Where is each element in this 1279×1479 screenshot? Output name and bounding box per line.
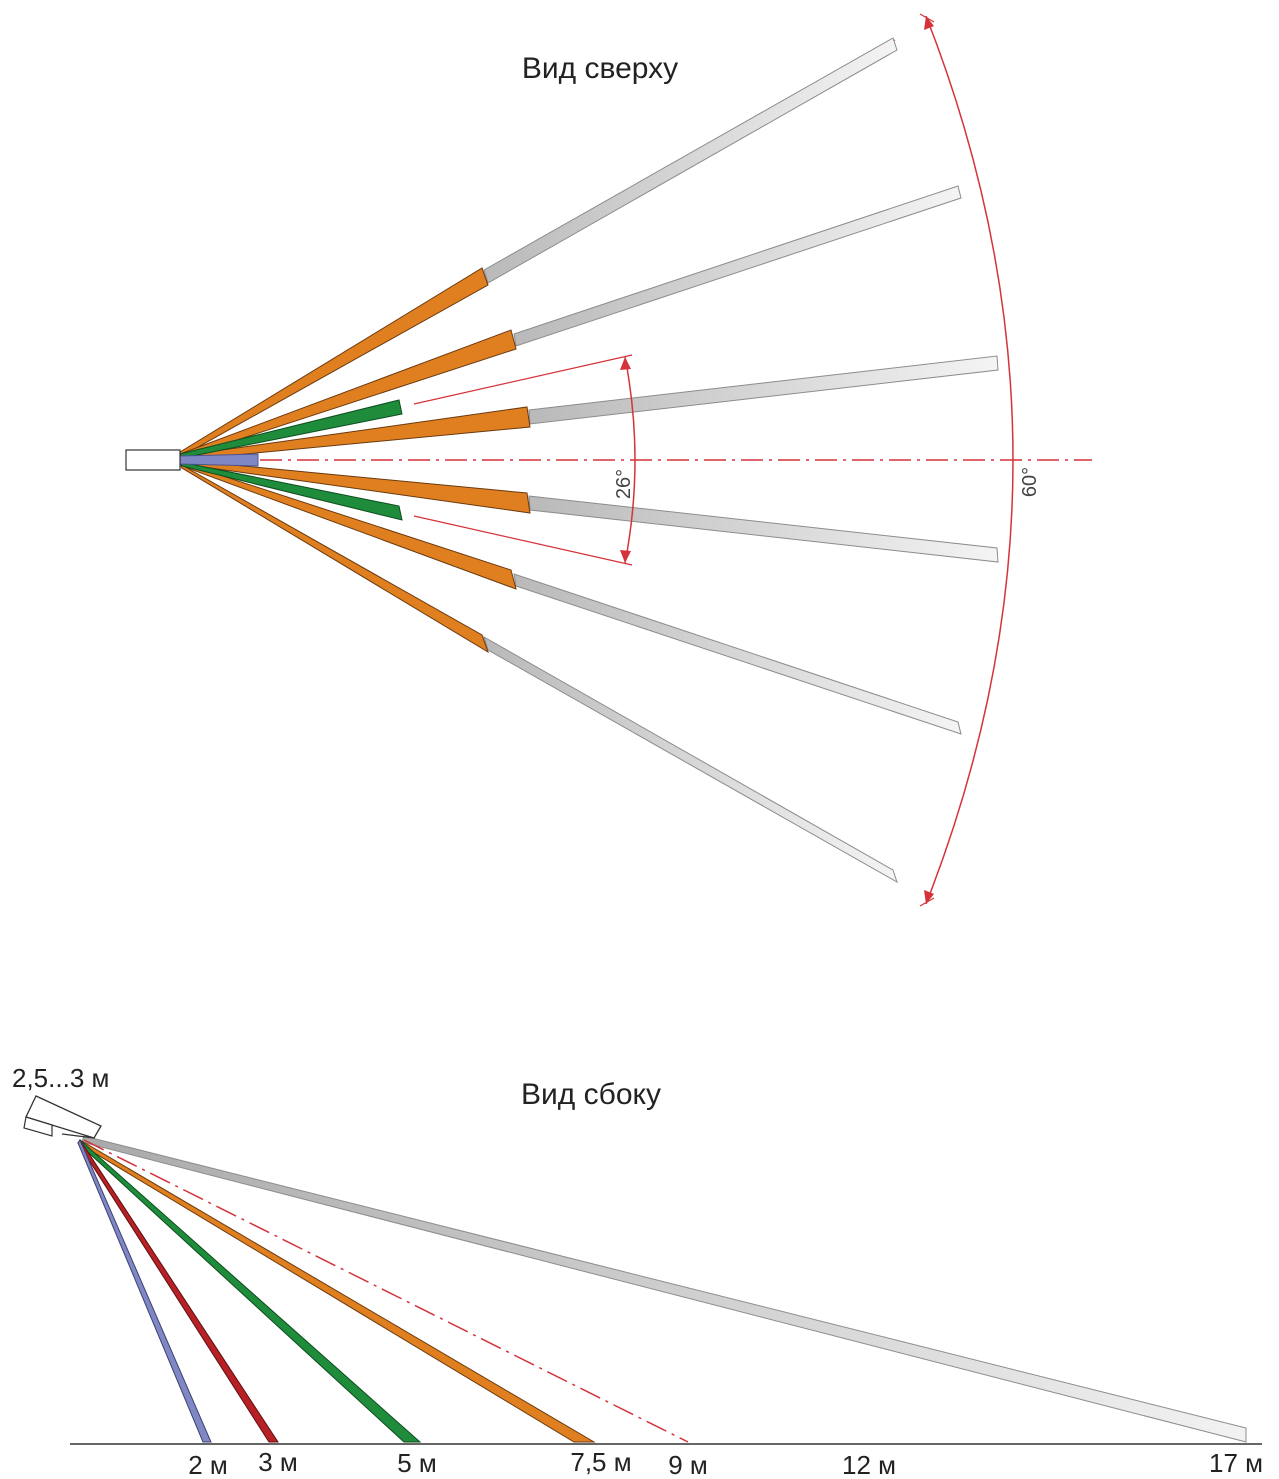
beam-far-5: [513, 573, 962, 735]
top-view-title: Вид сверху: [522, 52, 678, 85]
inner-angle-arc: [624, 356, 636, 564]
beam-orange-6: [178, 462, 489, 654]
outer-arc-arrow-top: [924, 16, 934, 30]
beam-green-lower: [179, 461, 403, 521]
side-beam-7-5m: [77, 1139, 596, 1443]
outer-angle-arc: [925, 15, 1014, 905]
outer-tick-bottom: [919, 897, 935, 907]
distance-label-9m: 9 м: [668, 1450, 708, 1479]
beam-far-6: [483, 635, 898, 884]
sensor-side-bracket: [23, 1116, 53, 1137]
side-view-title: Вид сбоку: [521, 1078, 661, 1111]
inner-arc-arrow-bottom: [620, 550, 631, 563]
distance-label-2m: 2 м: [188, 1450, 228, 1479]
top-view: Вид сверху: [125, 13, 1092, 907]
outer-tick-top: [919, 13, 935, 23]
far-zone-beams: [483, 37, 999, 884]
outer-angle-label: 60°: [1019, 467, 1041, 497]
beam-far-1: [483, 37, 898, 284]
beam-blue-center: [179, 453, 259, 467]
side-beam-2m: [77, 1138, 212, 1443]
distance-label-5m: 5 м: [397, 1448, 437, 1478]
orange-zone-beams: [178, 267, 531, 654]
beam-far-2: [513, 185, 962, 347]
sensor-side: [23, 1095, 102, 1139]
side-beam-17m: [81, 1135, 1247, 1443]
distance-label-12m: 12 м: [842, 1450, 896, 1479]
inner-angle-label: 26°: [613, 469, 635, 499]
mount-height-label: 2,5...3 м: [12, 1063, 109, 1093]
beam-far-4: [528, 495, 999, 563]
side-ray-9m: [83, 1139, 689, 1443]
inner-boundary-upper: [413, 354, 633, 405]
sensor-side-edge: [61, 1133, 95, 1139]
inner-arc-arrow-top: [620, 357, 631, 370]
outer-arc-arrow-bottom: [924, 890, 934, 904]
distance-label-7-5m: 7,5 м: [570, 1447, 631, 1477]
distance-label-3m: 3 м: [258, 1447, 298, 1477]
sensor-top: [125, 449, 181, 471]
inner-boundary-lower: [413, 515, 633, 566]
distance-label-17m: 17 м: [1209, 1448, 1263, 1478]
side-view: Вид сбоку 2,5...3 м 2 м 3 м 5 м 7,5 м 9 …: [12, 1063, 1263, 1479]
beam-far-3: [528, 355, 999, 425]
